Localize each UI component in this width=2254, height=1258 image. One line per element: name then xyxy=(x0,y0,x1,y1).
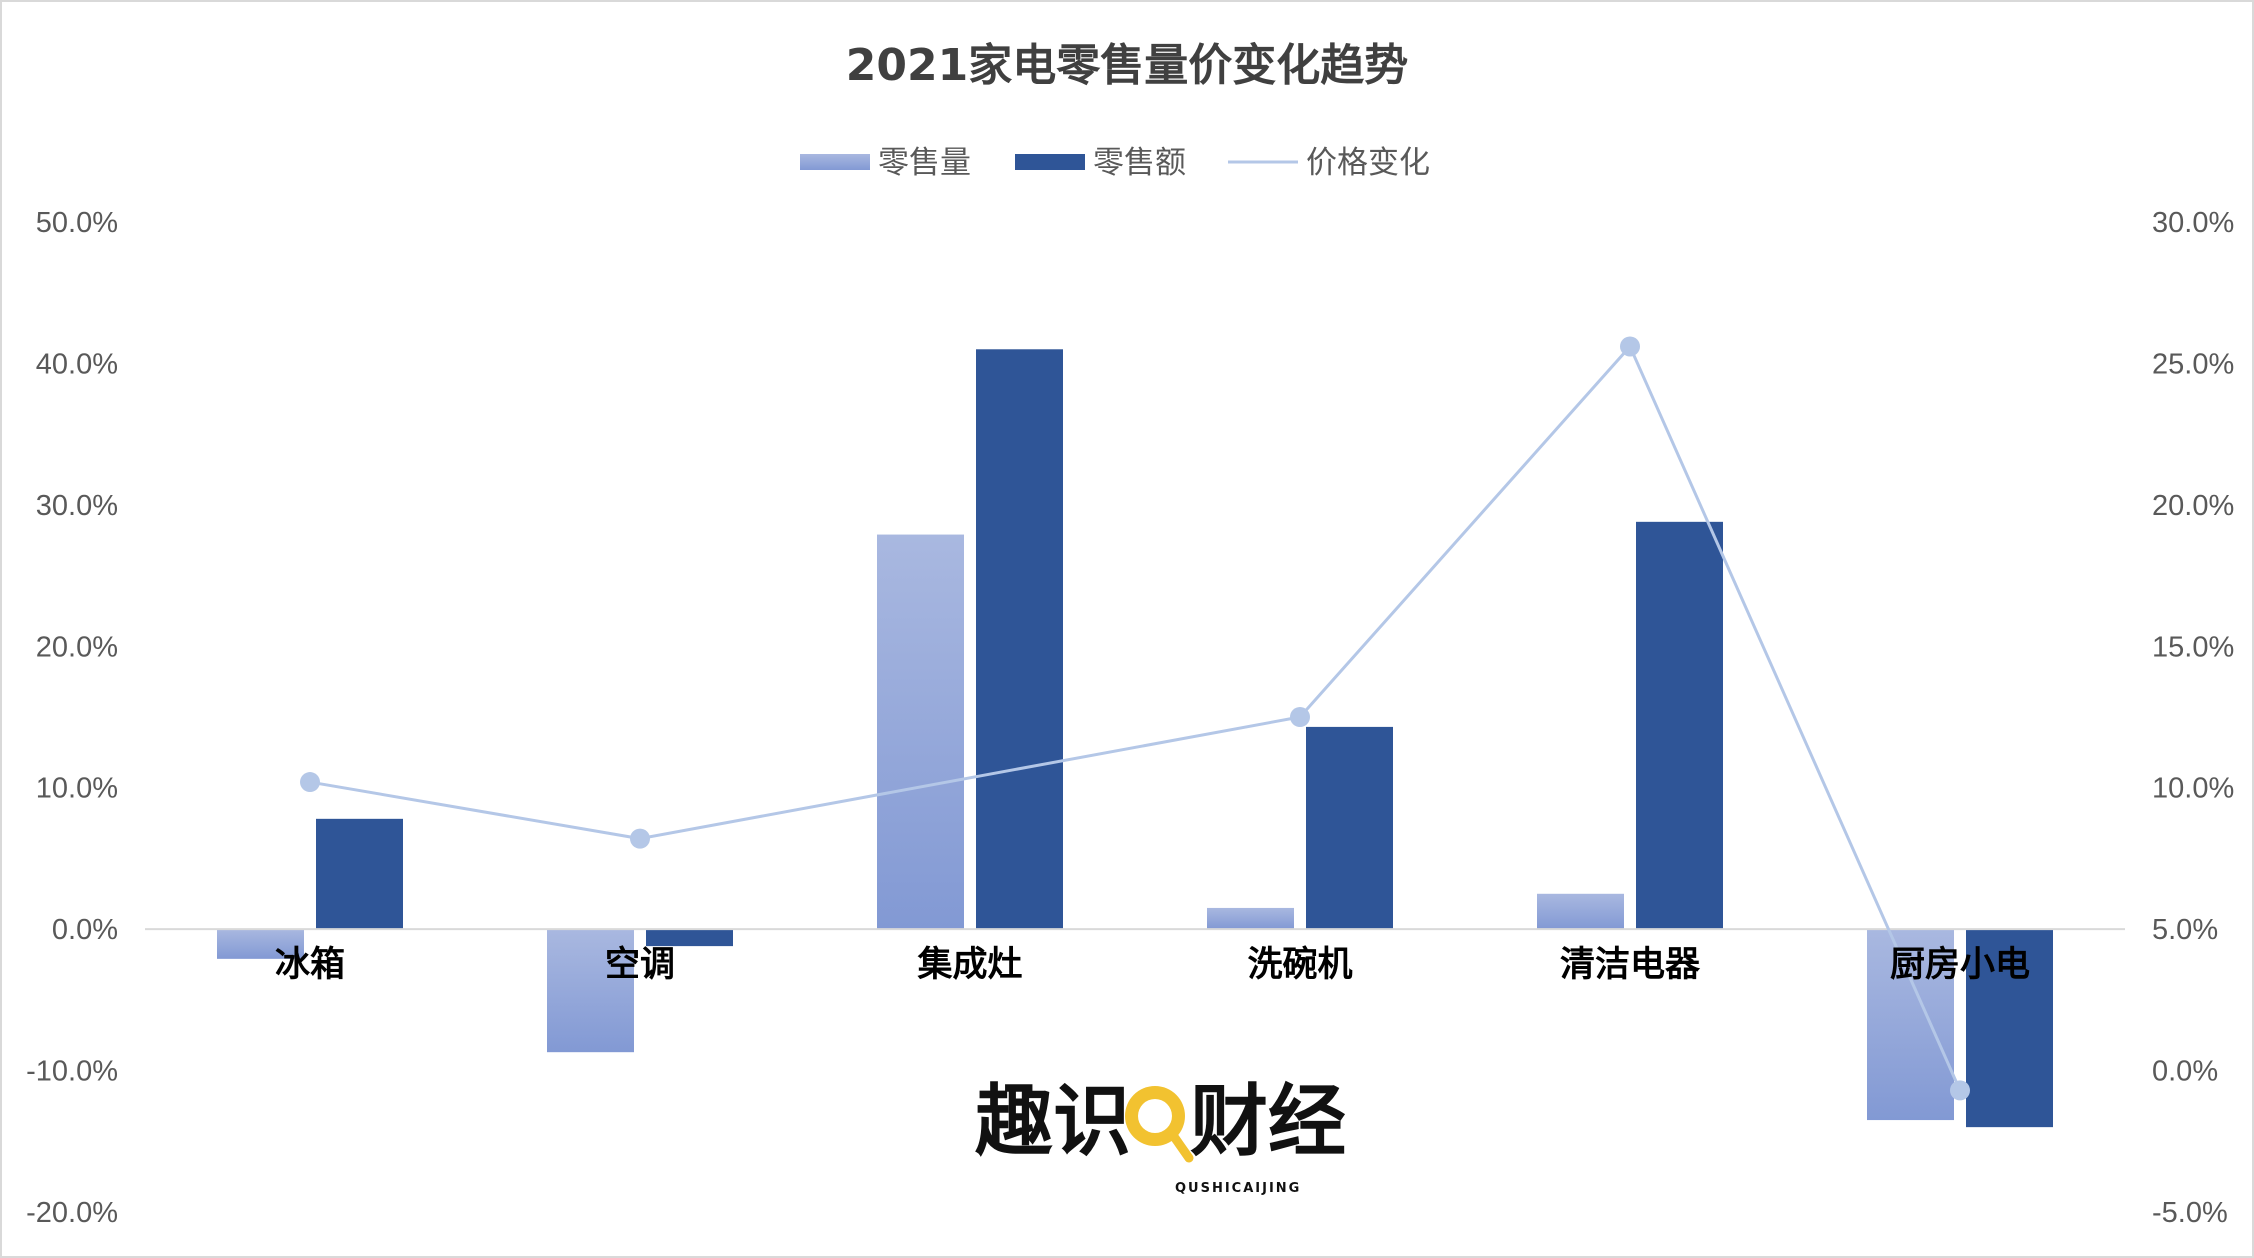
logo-wordmark-2: 财经 xyxy=(1190,1077,1346,1167)
legend-label: 零售量 xyxy=(878,145,971,181)
logo-wordmark: 趣识 xyxy=(975,1077,1131,1167)
left-tick-label: -20.0% xyxy=(26,1197,118,1229)
price-change-point xyxy=(300,772,320,793)
bar-retail-volume xyxy=(217,929,304,959)
bar-retail-volume xyxy=(877,534,964,930)
right-tick-label: 30.0% xyxy=(2152,207,2234,239)
left-tick-label: 50.0% xyxy=(36,207,118,239)
left-axis: 50.0% 40.0% 30.0% 20.0% 10.0% 0.0% -10.0% -20.0… xyxy=(26,207,118,1229)
right-tick-label: 10.0% xyxy=(2152,773,2234,805)
bar-retail-sales xyxy=(1636,521,1723,930)
bar-retail-sales xyxy=(316,818,403,930)
magnifier-handle xyxy=(1170,1133,1194,1163)
category-labels: 冰箱 空调 集成灶 洗碗机 清洁电器 厨房小电 xyxy=(275,945,2030,985)
bar-retail-volume xyxy=(1537,893,1624,930)
price-change-line xyxy=(300,336,1970,1101)
bar-retail-sales xyxy=(1306,726,1393,930)
price-change-point xyxy=(1290,707,1310,727)
price-change-point xyxy=(630,828,650,849)
left-tick-label: 40.0% xyxy=(36,348,118,380)
bar-retail-sales xyxy=(976,349,1063,930)
right-tick-label: -5.0% xyxy=(2152,1197,2228,1229)
category-label: 空调 xyxy=(605,945,675,985)
right-axis: 30.0% 25.0% 20.0% 15.0% 10.0% 5.0% 0.0% -5.0% xyxy=(2152,207,2234,1229)
right-tick-label: 20.0% xyxy=(2152,490,2234,522)
price-change-point xyxy=(1620,336,1640,357)
bar-retail-sales xyxy=(646,929,733,947)
legend-swatch xyxy=(1015,154,1085,170)
legend: 零售量 零售额 价格变化 xyxy=(800,145,1430,181)
category-label: 清洁电器 xyxy=(1560,945,1701,985)
right-tick-label: 0.0% xyxy=(2152,1056,2218,1088)
logo-subtitle: QUSHICAIJING xyxy=(1175,1181,1301,1196)
legend-swatch xyxy=(800,154,870,170)
right-tick-label: 5.0% xyxy=(2152,914,2218,946)
bar-retail-sales xyxy=(1966,929,2053,1128)
left-tick-label: 20.0% xyxy=(36,631,118,663)
brand-logo: 趣识 财经 QUSHICAIJING xyxy=(975,1077,1346,1196)
chart-title: 2021家电零售量价变化趋势 xyxy=(846,40,1408,91)
left-tick-label: 0.0% xyxy=(52,914,118,946)
left-tick-label: -10.0% xyxy=(26,1056,118,1088)
right-tick-label: 15.0% xyxy=(2152,631,2234,663)
legend-label: 零售额 xyxy=(1093,145,1186,181)
left-tick-label: 10.0% xyxy=(36,773,118,805)
magnifier-lens xyxy=(1138,1099,1172,1133)
left-tick-label: 30.0% xyxy=(36,490,118,522)
category-label: 厨房小电 xyxy=(1890,945,2030,985)
category-label: 洗碗机 xyxy=(1247,945,1352,985)
bar-retail-volume xyxy=(547,929,634,1053)
price-change-point xyxy=(1950,1080,1970,1101)
category-label: 冰箱 xyxy=(275,945,345,985)
right-tick-label: 25.0% xyxy=(2152,348,2234,380)
category-label: 集成灶 xyxy=(916,945,1022,985)
bar-retail-volume xyxy=(1207,907,1294,930)
bars xyxy=(217,349,2053,1128)
bar-retail-volume xyxy=(1867,929,1954,1121)
legend-label: 价格变化 xyxy=(1306,145,1430,181)
